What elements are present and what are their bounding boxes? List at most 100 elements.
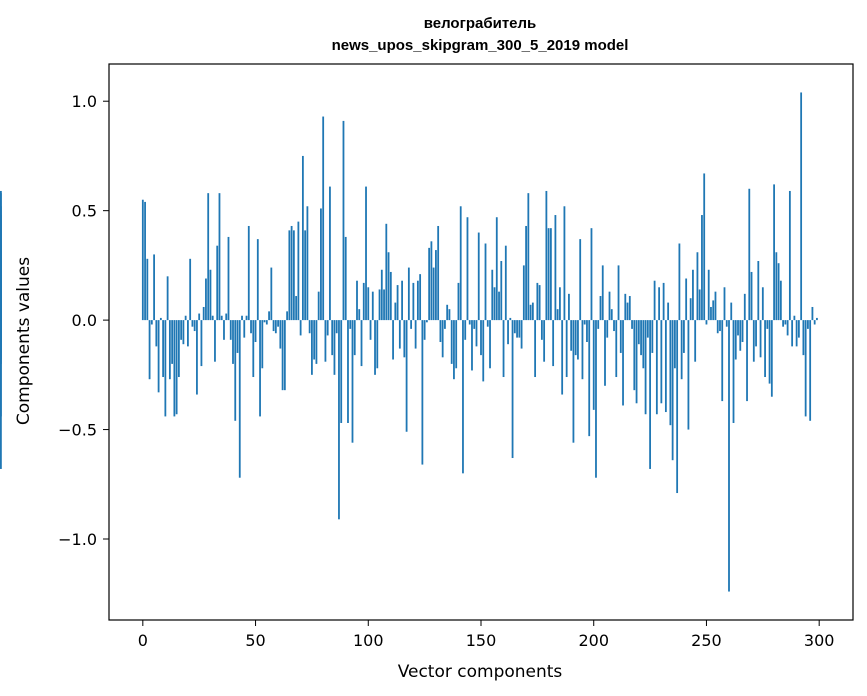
bar xyxy=(786,320,789,336)
bar xyxy=(464,320,467,340)
bar xyxy=(640,320,642,356)
bar xyxy=(162,320,165,378)
x-axis-ticks: 0 50 100 150 200 250 300 xyxy=(138,620,835,650)
bar xyxy=(703,173,706,321)
bar xyxy=(283,320,286,391)
bar xyxy=(272,320,275,332)
bar xyxy=(599,296,602,321)
bar xyxy=(308,320,311,334)
bar xyxy=(795,320,798,347)
bar xyxy=(725,320,728,327)
chart-title: велограбитель xyxy=(424,15,537,32)
bar xyxy=(719,320,721,332)
bar xyxy=(617,265,620,321)
bar xyxy=(595,320,597,478)
bar xyxy=(432,267,435,321)
bar xyxy=(227,236,230,321)
bar xyxy=(777,263,780,321)
y-axis-label: Components values xyxy=(14,257,34,425)
bar xyxy=(205,278,207,321)
bar xyxy=(784,320,787,325)
bar xyxy=(360,320,363,367)
bar xyxy=(788,190,791,321)
bar xyxy=(475,320,478,347)
bar xyxy=(628,296,631,321)
bar xyxy=(335,320,338,334)
bar xyxy=(367,287,370,321)
bar xyxy=(482,320,485,382)
bar xyxy=(196,320,198,395)
bar xyxy=(547,228,550,321)
bar xyxy=(317,291,320,321)
bar xyxy=(498,291,500,321)
bars-group xyxy=(0,92,818,592)
bar xyxy=(522,265,525,321)
bar xyxy=(770,320,773,397)
bar xyxy=(270,267,273,321)
bar xyxy=(673,320,676,369)
bar xyxy=(538,285,541,321)
bar xyxy=(570,320,573,351)
bar xyxy=(448,309,451,321)
bar xyxy=(365,186,367,321)
chart-subtitle: news_upos_skipgram_300_5_2019 model xyxy=(332,37,629,54)
bar xyxy=(493,287,496,321)
bar xyxy=(430,241,433,321)
bar xyxy=(531,302,534,321)
bar xyxy=(606,320,609,338)
bar xyxy=(216,245,219,321)
bar xyxy=(793,315,796,321)
bar xyxy=(299,320,302,336)
bar xyxy=(473,320,476,329)
bar xyxy=(723,287,726,321)
bar xyxy=(698,289,701,321)
bar xyxy=(556,309,559,321)
bar xyxy=(259,320,261,417)
bar xyxy=(344,236,347,321)
bar xyxy=(148,320,151,380)
bar xyxy=(435,250,437,321)
bar xyxy=(689,298,692,321)
bar xyxy=(261,320,264,369)
bar xyxy=(811,306,814,321)
bar xyxy=(392,320,394,360)
bar xyxy=(502,320,505,378)
y-axis-ticks: −1.0 −0.5 0.0 0.5 1.0 xyxy=(58,92,109,549)
bar xyxy=(667,302,670,321)
x-tick-label: 250 xyxy=(691,631,722,650)
bar xyxy=(428,247,431,321)
bar xyxy=(238,320,241,478)
bar xyxy=(446,304,449,321)
bar xyxy=(263,320,266,323)
bar xyxy=(520,320,523,349)
bar xyxy=(615,320,618,378)
x-tick-label: 300 xyxy=(804,631,835,650)
bar xyxy=(146,258,149,321)
bar xyxy=(256,239,259,321)
y-tick-label: 1.0 xyxy=(72,92,97,111)
bar xyxy=(655,320,658,415)
bar xyxy=(326,320,329,336)
bar xyxy=(737,320,739,336)
bar xyxy=(410,320,413,329)
bar xyxy=(586,320,588,342)
bar xyxy=(453,320,455,380)
bar xyxy=(757,261,760,321)
bar xyxy=(441,320,444,358)
x-tick-label: 200 xyxy=(578,631,609,650)
bar xyxy=(624,293,627,321)
bar xyxy=(265,320,268,325)
bar xyxy=(583,320,586,325)
bar xyxy=(394,302,397,321)
bar xyxy=(592,320,595,410)
x-tick-label: 50 xyxy=(245,631,265,650)
bar xyxy=(743,293,746,321)
bar xyxy=(525,225,527,321)
bar xyxy=(610,309,613,321)
bar xyxy=(223,320,225,340)
bar xyxy=(500,261,503,321)
bar xyxy=(495,217,498,321)
bar xyxy=(507,320,509,345)
bar xyxy=(662,282,665,321)
bar xyxy=(268,311,270,321)
